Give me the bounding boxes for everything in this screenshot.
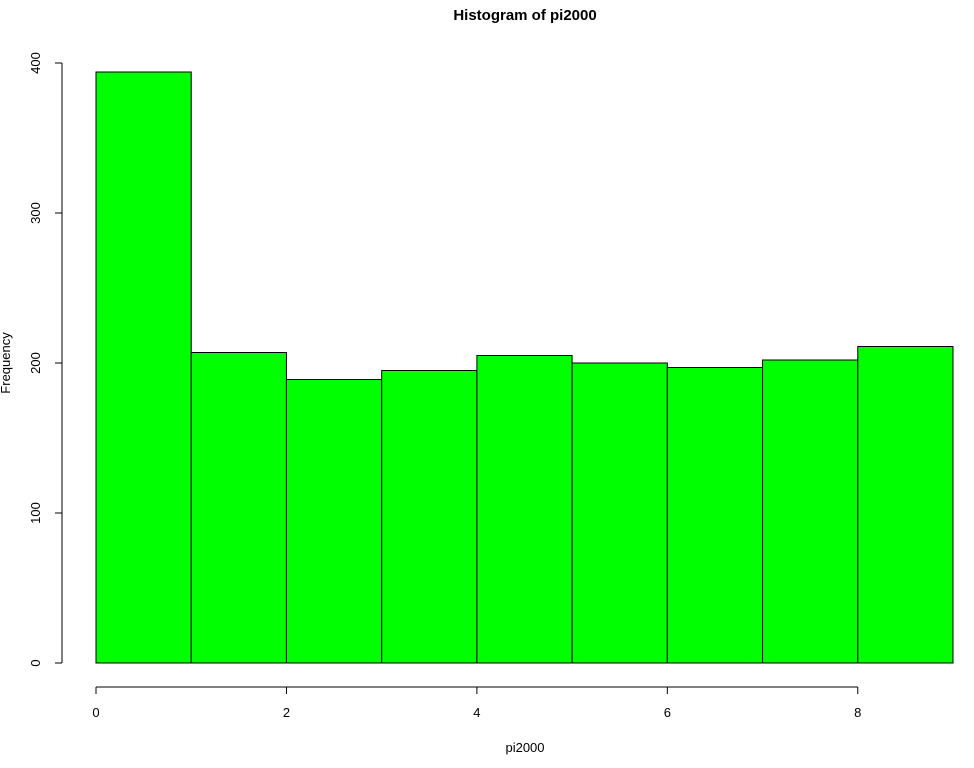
x-tick-label-1: 2: [283, 705, 290, 720]
y-axis-label: Frequency: [0, 332, 13, 394]
histogram-bar-4: [476, 355, 573, 664]
histogram-bar-3: [381, 370, 478, 664]
histogram-bar-2: [285, 379, 383, 664]
histogram-bar-0: [95, 71, 192, 664]
x-axis: 0 2 4 6 8: [92, 686, 861, 720]
y-tick-label-0: 0: [28, 659, 43, 666]
histogram-bar-7: [762, 359, 859, 664]
x-tick-label-4: 8: [854, 705, 861, 720]
bars-group: [95, 71, 954, 664]
x-tick-label-2: 4: [473, 705, 480, 720]
y-axis: 0 100 200 300 400: [28, 52, 63, 667]
histogram-bar-1: [190, 352, 287, 664]
chart-title: Histogram of pi2000: [453, 7, 596, 24]
y-tick-label-2: 200: [28, 352, 43, 374]
histogram-bar-5: [571, 362, 668, 664]
y-tick-label-1: 100: [28, 502, 43, 524]
x-tick-label-0: 0: [92, 705, 99, 720]
y-tick-label-3: 300: [28, 202, 43, 224]
x-tick-label-3: 6: [664, 705, 671, 720]
histogram-bar-8: [857, 346, 954, 664]
histogram-bar-6: [666, 367, 764, 664]
y-tick-label-4: 400: [28, 52, 43, 74]
x-axis-label: pi2000: [505, 740, 544, 755]
